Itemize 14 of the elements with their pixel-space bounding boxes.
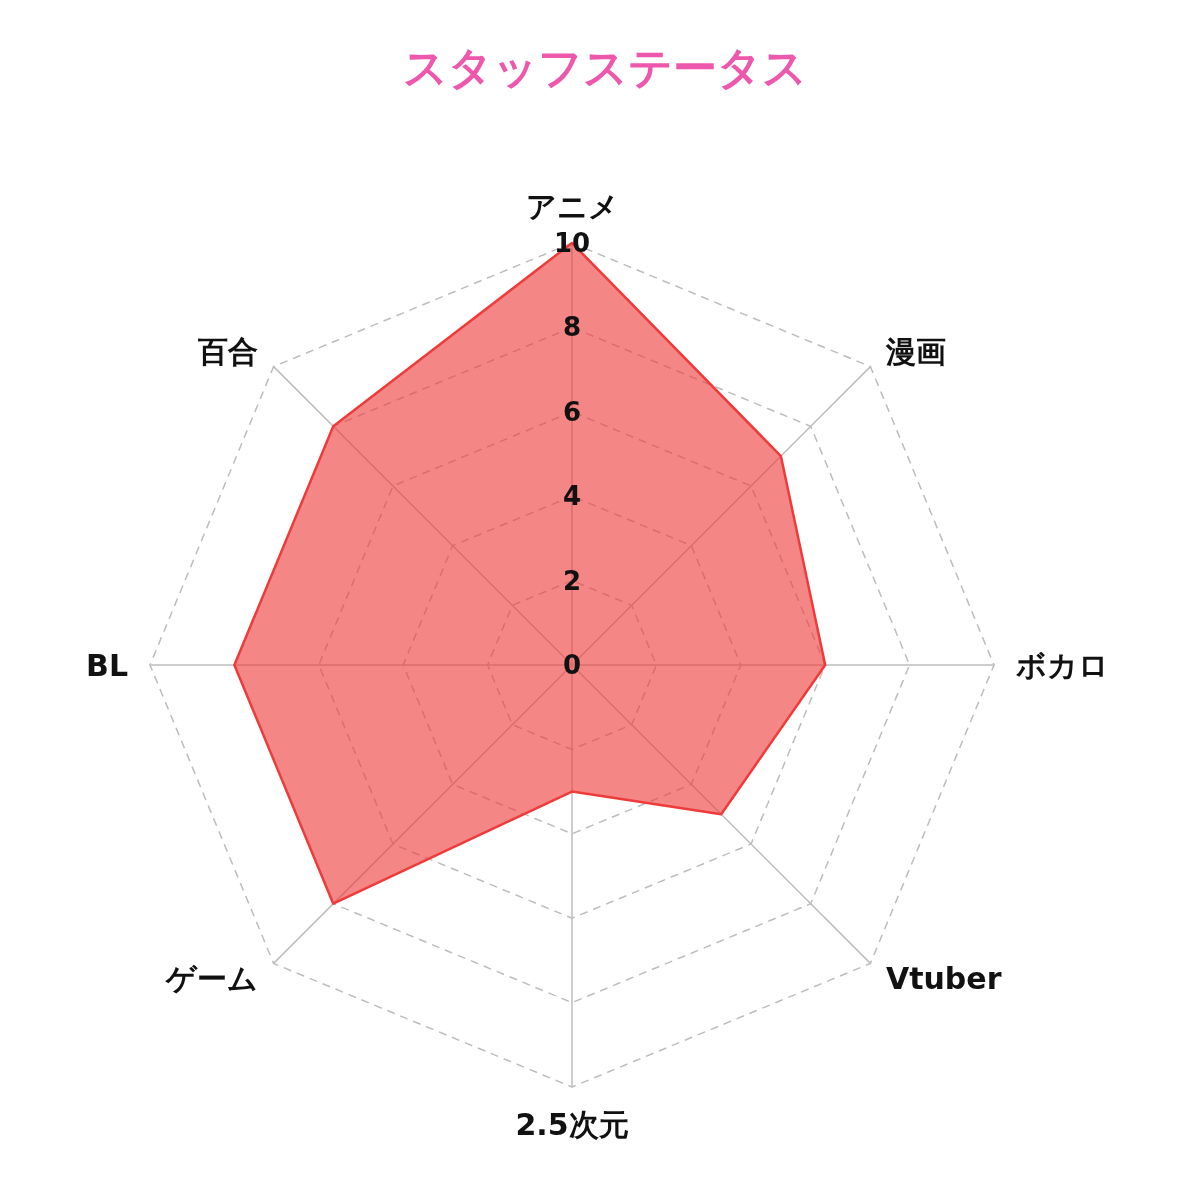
y-tick-label: 6 [562, 396, 582, 427]
y-tick-label: 8 [562, 312, 582, 343]
spoke-label: アニメ [525, 188, 619, 224]
spoke-label: Vtuber [885, 961, 1002, 997]
spoke-label: BL [86, 647, 128, 683]
y-tick-label: 4 [562, 481, 582, 512]
spoke-label: 漫画 [884, 333, 946, 369]
spoke-label: ボカロ [1016, 647, 1109, 683]
y-tick-label: 0 [562, 650, 582, 680]
y-tick-label: 2 [562, 565, 582, 596]
spoke-label: 2.5次元 [515, 1106, 629, 1142]
spoke-label: 百合 [197, 333, 259, 369]
spoke-label: ゲーム [165, 961, 259, 997]
chart-title: スタッフステータス [403, 41, 807, 93]
